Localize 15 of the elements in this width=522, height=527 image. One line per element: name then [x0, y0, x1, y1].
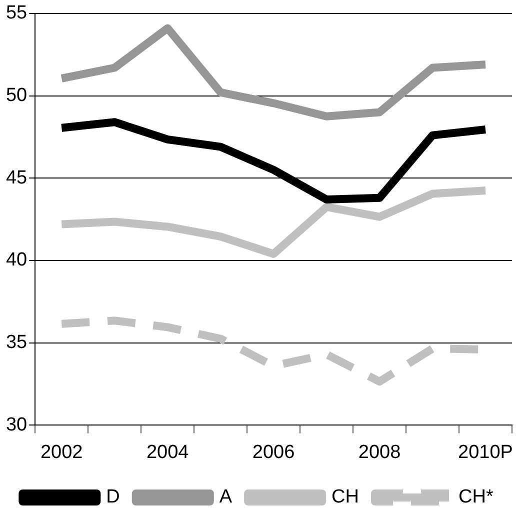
legend-label: A	[219, 486, 232, 508]
y-tick-label: 50	[6, 84, 28, 106]
y-tick-label: 55	[6, 2, 28, 24]
legend-label: CH	[332, 486, 360, 508]
x-tick-label: 2010P	[458, 442, 513, 463]
legend-label: CH*	[458, 486, 494, 508]
y-tick-label: 40	[6, 250, 28, 271]
x-tick-label: 2006	[252, 442, 295, 463]
y-tick-label: 45	[6, 167, 28, 188]
x-tick-label: 2008	[358, 442, 401, 463]
x-tick-label: 2004	[146, 442, 190, 463]
y-tick-label: 30	[6, 414, 28, 436]
y-tick-label: 35	[6, 332, 28, 354]
legend-label: D	[106, 486, 120, 508]
x-tick-label: 2002	[40, 442, 83, 463]
